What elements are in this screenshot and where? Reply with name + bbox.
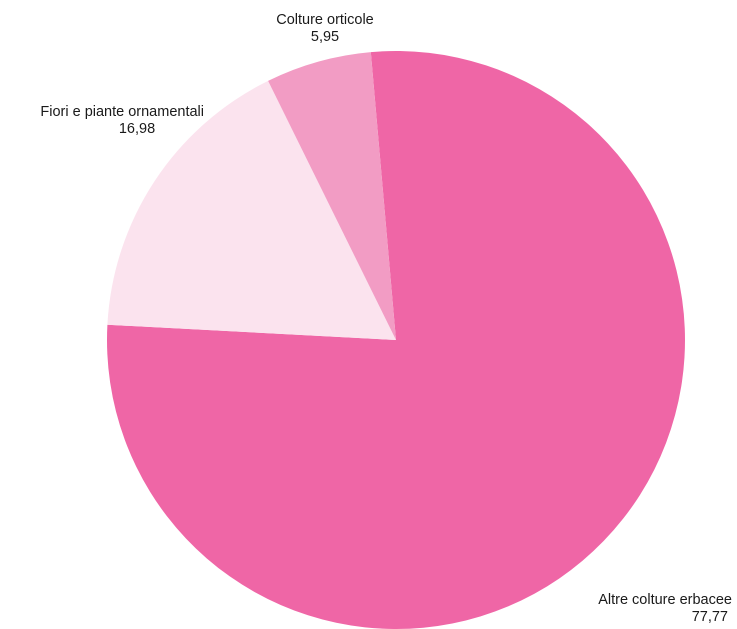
slice-value-colture-orticole: 5,95: [310, 29, 340, 45]
slice-name-colture-orticole: Colture orticole: [276, 12, 374, 28]
slice-name-altre-colture-erbacee: Altre colture erbacee: [598, 592, 732, 608]
pie-slice-fiori-e-piante-ornamentali: [107, 80, 397, 340]
slice-value-altre-colture-erbacee: 77,77: [691, 609, 728, 625]
slice-value-fiori-piante-ornamentali: 16,98: [118, 121, 156, 137]
slice-label-altre-colture-erbacee: Altre colture erbacee 77,77: [560, 592, 732, 626]
slice-label-fiori-piante-ornamentali: Fiori e piante ornamentali 16,98: [4, 104, 204, 138]
pie-slice-altre-colture-erbacee: [107, 51, 685, 629]
slice-name-fiori-piante-ornamentali: Fiori e piante ornamentali: [40, 104, 204, 120]
slice-label-colture-orticole: Colture orticole 5,95: [250, 12, 400, 46]
pie-slice-colture-orticole: [268, 52, 396, 340]
